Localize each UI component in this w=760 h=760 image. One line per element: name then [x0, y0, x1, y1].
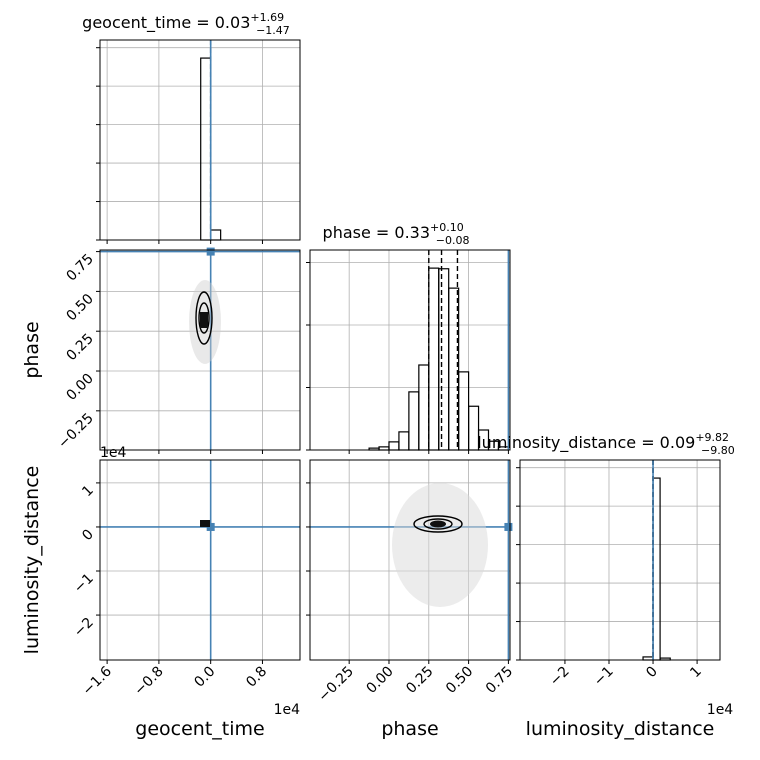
- histogram-bar: [398, 431, 410, 451]
- x-tick-label: −0.8: [131, 664, 166, 699]
- histogram-bar: [428, 267, 440, 451]
- density-decoration: [189, 280, 488, 607]
- title-upper: +0.10: [430, 221, 464, 234]
- truth-point: [206, 522, 215, 531]
- x-tick-label: −2: [547, 664, 573, 690]
- histogram-bar: [418, 364, 430, 451]
- y-tick-label: 0.75: [63, 251, 96, 284]
- x-tick-label: 0.50: [443, 664, 476, 697]
- title-lower: −0.08: [436, 234, 470, 247]
- x-tick-label: 0.75: [483, 664, 516, 697]
- panel-title: luminosity_distance = 0.09+9.82 −9.80: [477, 431, 735, 457]
- x-tick-label: 0.0: [191, 664, 218, 691]
- histogram-bar: [458, 371, 470, 451]
- panel-title: geocent_time = 0.03+1.69 −1.47: [82, 11, 290, 37]
- y-tick-label: 0.25: [63, 331, 96, 364]
- histogram-bar: [388, 441, 400, 451]
- title-lower: −9.80: [701, 444, 735, 457]
- truth-point: [504, 522, 513, 531]
- y-axis-label: luminosity_distance: [21, 466, 43, 655]
- y-tick-label: −1: [71, 571, 97, 597]
- panel-frame: [309, 459, 511, 661]
- y-tick-label: 1: [79, 482, 97, 500]
- panel-frame: [99, 249, 301, 451]
- contour: [423, 518, 453, 530]
- x-tick-label: −1: [591, 664, 617, 690]
- title-upper: +9.82: [695, 431, 729, 444]
- y-offset-label: 1e4: [100, 445, 127, 461]
- histogram-bar: [210, 229, 222, 241]
- y-axis-label: phase: [21, 321, 43, 378]
- histogram-bar: [438, 268, 450, 451]
- panel-frame: [519, 459, 721, 661]
- x-axis-label: phase: [381, 718, 438, 740]
- title-main: phase = 0.33: [323, 223, 430, 242]
- x-tick-label: −0.25: [315, 664, 357, 706]
- x-axis-label: luminosity_distance: [526, 718, 715, 740]
- density-core: [200, 312, 208, 328]
- density-core: [430, 520, 446, 528]
- title-main: geocent_time = 0.03: [82, 13, 250, 33]
- title-main: luminosity_distance = 0.09: [477, 433, 695, 453]
- contour: [413, 515, 463, 533]
- y-tick-label: 0.00: [63, 371, 96, 404]
- histogram-bar: [200, 57, 212, 241]
- title-upper: +1.69: [250, 11, 284, 24]
- histogram-bar: [652, 477, 661, 661]
- panel-frame: [309, 249, 511, 451]
- histogram-bar: [448, 287, 460, 451]
- panel-title: phase = 0.33+0.10 −0.08: [323, 221, 470, 247]
- histogram-bar: [408, 391, 420, 451]
- density-core: [200, 520, 210, 527]
- title-lower: −1.47: [256, 24, 290, 37]
- x-tick-label: −1.6: [80, 663, 115, 698]
- y-tick-label: 0: [79, 526, 97, 544]
- panel-frame: [99, 39, 301, 241]
- truth-point: [206, 247, 215, 256]
- x-tick-label: 0.25: [403, 664, 436, 697]
- sample-cloud: [392, 483, 488, 607]
- panel-frame: [99, 459, 301, 661]
- x-tick-label: 1: [687, 664, 705, 682]
- x-axis-label: geocent_time: [135, 718, 264, 740]
- x-tick-label: 0.00: [363, 664, 396, 697]
- y-tick-label: −0.25: [55, 410, 97, 452]
- x-tick-label: 0.8: [243, 664, 270, 691]
- x-offset-label: 1e4: [707, 702, 734, 718]
- y-tick-label: −2: [71, 615, 97, 641]
- x-offset-label: 1e4: [274, 702, 301, 718]
- x-tick-label: 0: [643, 664, 661, 682]
- y-tick-label: 0.50: [63, 291, 96, 324]
- contour: [195, 291, 213, 345]
- contour: [198, 302, 210, 334]
